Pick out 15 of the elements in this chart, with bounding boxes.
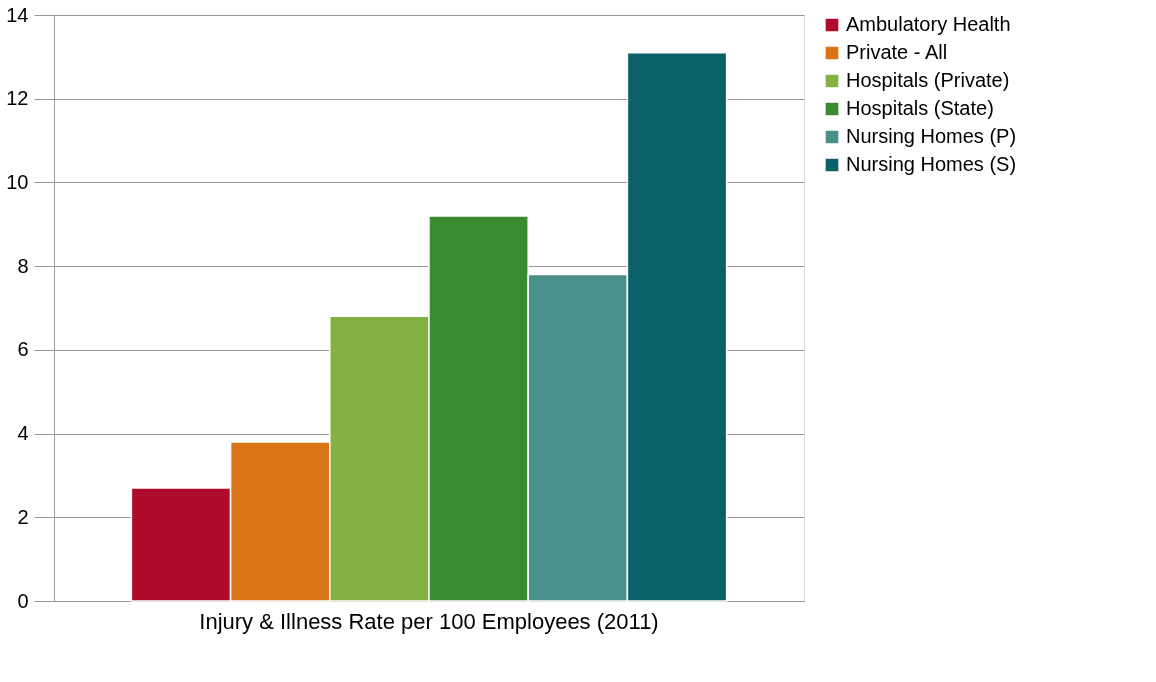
legend-label: Nursing Homes (P) [846,125,1017,147]
x-tick-label: Injury & Illness Rate per 100 Employees (2011) [199,608,659,634]
legend-label: Ambulatory Health [846,13,1011,35]
y-tick-label: 10 [6,170,29,193]
legend-label: Private - All [846,41,948,63]
y-tick-label: 0 [17,589,29,612]
y-tick-label: 2 [17,505,29,528]
y-tick-label: 6 [17,338,29,361]
legend-label: Nursing Homes (S) [846,153,1017,175]
y-tick-label: 12 [6,87,29,110]
legend-label: Hospitals (Private) [846,69,1010,91]
y-tick-label: 14 [6,3,29,26]
legend-label: Hospitals (State) [846,97,994,119]
y-tick-label: 8 [17,254,29,277]
y-tick-label: 4 [17,422,29,445]
